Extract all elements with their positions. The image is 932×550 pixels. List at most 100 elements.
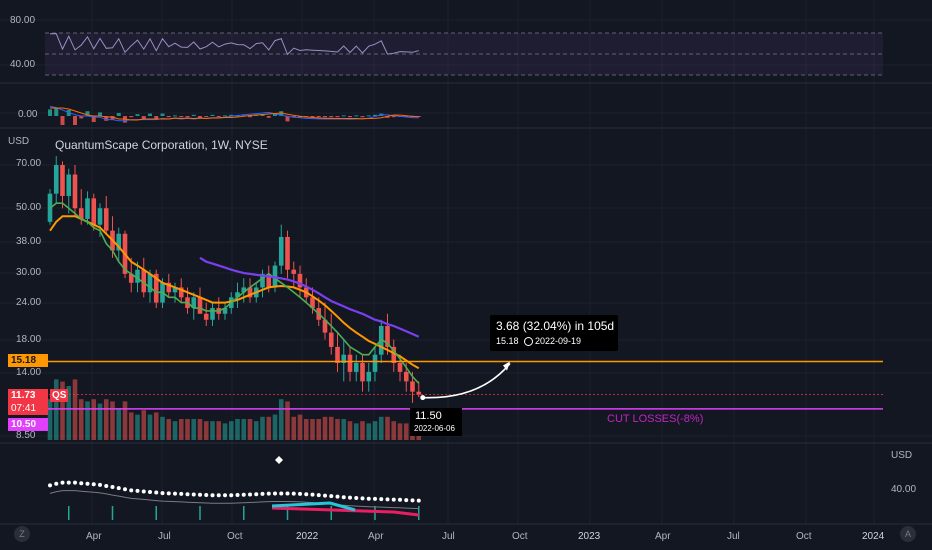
auto-scale-icon[interactable]: A [900,526,916,542]
volume-bar [291,416,297,440]
indicator-dot [404,498,409,503]
candle-body [285,236,290,270]
macd-histogram-bar [66,110,71,116]
low-date: 2022-06-06 [414,424,455,433]
indicator-dot [116,486,121,491]
candle-body [203,313,209,320]
indicator-dot [166,491,171,496]
countdown-tag: 07:41 [8,402,48,415]
macd-signal-line [50,107,419,121]
indicator-dot [373,496,377,501]
candle-body [210,308,215,320]
symbol-short-tag: QS [50,389,69,402]
volume-bar [235,419,240,440]
zoom-icon[interactable]: Z [14,526,30,542]
volume-bar [285,401,290,440]
candle-body [78,208,84,219]
clock-icon [524,337,533,346]
macd-histogram-bar [79,116,84,119]
volume-bar [66,386,72,440]
volume-bar [297,414,303,440]
candle-body [353,362,359,372]
macd-histogram-bar [116,113,121,116]
indicator-dot [279,491,284,496]
macd-histogram-bar [135,114,140,116]
volume-bar [191,419,197,440]
volume-bar [172,421,178,440]
volume-bar [260,416,265,440]
candle-body [310,297,315,309]
ema-fast-line [49,202,420,384]
indicator-dot [185,492,190,497]
indicator-dot [285,491,290,496]
macd-histogram-bar [248,116,252,118]
volume-bar [328,416,334,440]
macd-histogram-bar [348,116,352,118]
volume-bar [222,423,228,440]
auto-scale-icon-glyph: A [904,529,911,539]
candle-body [297,273,303,288]
price-levels [45,360,883,410]
indicator-dot [391,497,396,502]
grid [0,0,932,524]
time-label-oct-2021: Oct [227,531,243,542]
zoom-icon-glyph: Z [19,529,25,539]
volume-bar [266,416,272,440]
macd-histogram-bar [148,113,152,116]
indicator-dot [179,491,184,496]
volume-bar [241,419,247,440]
indicator-dot [329,494,334,499]
indicator-dot [98,482,102,487]
macd-histogram-bar [54,107,59,116]
macd-histogram-bar [85,111,90,116]
volume-bar [135,414,140,440]
volume-bar [85,401,90,440]
candle-body [85,198,90,219]
macd-histogram-bar [285,116,290,122]
candle-body [197,297,203,314]
macd-panel [48,105,421,125]
indicator-pink-segment [271,506,419,517]
candle-body [141,269,147,293]
volume-bar [160,416,165,440]
time-label-2024: 2024 [862,531,885,542]
price-tick-18: 18.00 [16,334,42,345]
low-price: 11.50 [415,410,442,422]
volume-bar [72,379,78,440]
macd-histogram-bar [210,114,215,116]
candle-body [166,282,172,293]
indicator-dot [260,491,265,496]
indicator-dot [341,495,346,500]
macd-histogram-bar [173,115,177,117]
macd-histogram-bar [129,116,134,118]
volume-bar [347,421,353,440]
indicator-dot [410,498,415,503]
candle-body [66,174,72,196]
volume-bar [247,419,253,440]
candle-body [172,287,178,293]
macd-histogram-bar [154,116,159,120]
projection-arrow [422,362,511,399]
indicator-dot [129,488,134,493]
macd-histogram-bar [373,114,377,116]
volume-bar [197,419,203,440]
candle-body [191,297,197,309]
candle-body [366,371,372,382]
volume-bar [391,421,397,440]
indicator-dot [48,483,52,488]
indicator-dot [379,497,384,502]
macd-histogram-bar [316,116,321,118]
macd-histogram-bar [310,116,315,118]
candle-body [391,346,397,363]
rsi-tick-80: 80.00 [10,15,36,26]
volume-bar [53,379,59,440]
indicator-dot [154,490,159,495]
volume-bar [103,399,109,440]
panel-separators [0,82,932,525]
projection-arrowhead [503,361,510,371]
symbol-title[interactable]: QuantumScape Corporation, 1W, NYSE [55,138,268,152]
ema-slow-line [199,256,420,338]
indicator-dot [304,492,309,497]
indicator-dot [135,488,140,493]
